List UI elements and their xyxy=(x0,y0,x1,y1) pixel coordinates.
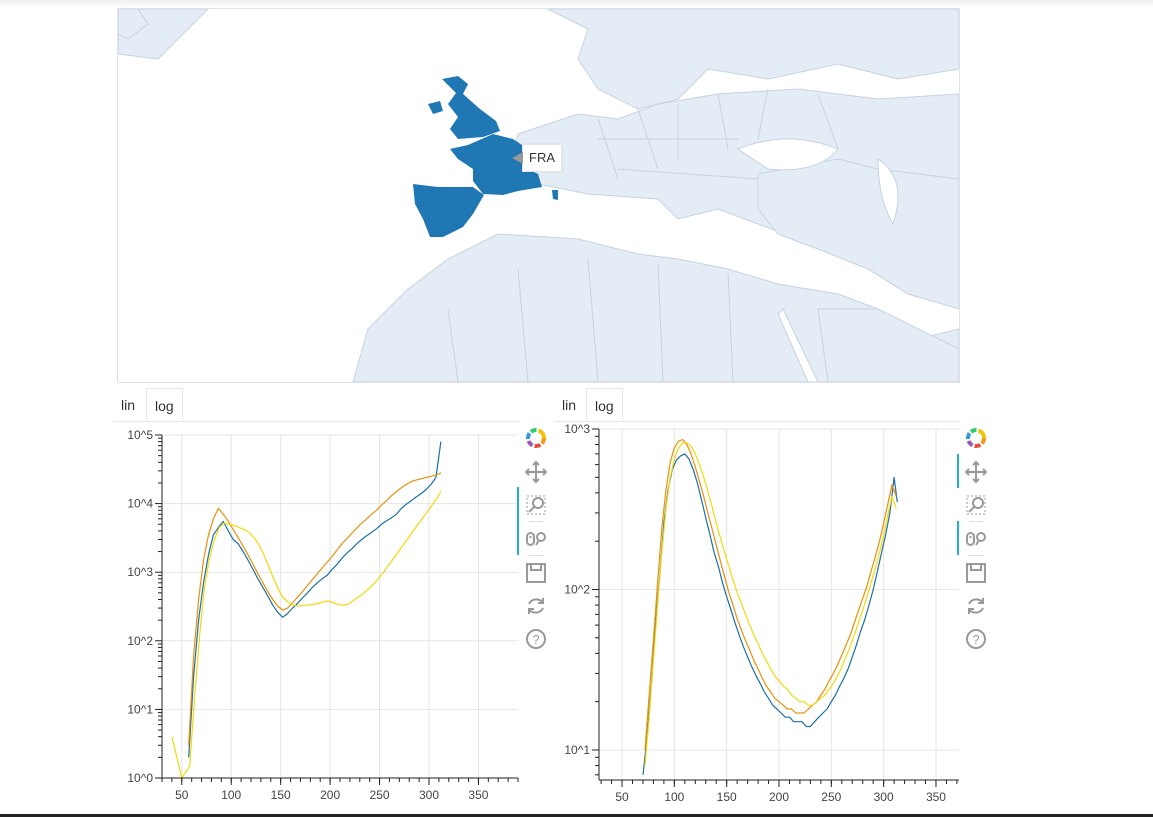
tab-lin-left[interactable]: lin xyxy=(121,397,136,413)
x-tick-label: 100 xyxy=(664,790,684,804)
x-tick-label: 250 xyxy=(821,790,841,804)
x-tick-label: 50 xyxy=(615,790,629,804)
help-icon[interactable]: ? xyxy=(961,624,991,654)
reset-icon[interactable] xyxy=(521,591,551,621)
reset-icon[interactable] xyxy=(961,591,991,621)
x-tick-label: 300 xyxy=(874,790,894,804)
y-tick-label: 10^2 xyxy=(127,634,153,648)
series-line-1 xyxy=(644,438,897,751)
browser-top-shade xyxy=(0,0,1153,8)
x-tick-label: 250 xyxy=(370,788,390,802)
map-hover-tooltip: FRA xyxy=(512,144,562,172)
tab-log-right[interactable]: log xyxy=(586,388,623,420)
save-icon[interactable] xyxy=(961,558,991,588)
bokeh-logo-icon[interactable] xyxy=(961,423,991,453)
help-icon[interactable]: ? xyxy=(521,624,551,654)
map-uk xyxy=(442,76,500,139)
x-tick-label: 200 xyxy=(769,790,789,804)
y-tick-label: 10^5 xyxy=(127,428,153,442)
svg-text:?: ? xyxy=(532,632,539,647)
box-zoom-icon[interactable] xyxy=(517,487,551,521)
wheel-zoom-icon[interactable] xyxy=(957,521,991,555)
europe-map[interactable] xyxy=(117,8,960,383)
pan-icon[interactable] xyxy=(521,457,551,487)
x-tick-label: 150 xyxy=(271,788,291,802)
page-bottom-border xyxy=(0,814,1153,817)
map-ireland xyxy=(428,101,443,114)
box-zoom-icon[interactable] xyxy=(961,490,991,520)
toolbar-separator xyxy=(969,555,983,556)
y-tick-label: 10^4 xyxy=(127,497,153,511)
x-tick-label: 300 xyxy=(419,788,439,802)
y-tick-label: 10^0 xyxy=(127,771,153,785)
tab-log-left[interactable]: log xyxy=(146,388,183,420)
right-tabs: lin log xyxy=(554,388,960,422)
series-line-0 xyxy=(642,453,898,775)
y-tick-label: 10^2 xyxy=(564,582,590,596)
y-tick-label: 10^3 xyxy=(564,422,590,436)
tab-lin-right[interactable]: lin xyxy=(562,397,577,413)
toolbar-separator xyxy=(529,521,543,522)
x-tick-label: 200 xyxy=(320,788,340,802)
series-line-2 xyxy=(171,491,442,778)
y-tick-label: 10^3 xyxy=(127,565,153,579)
pan-icon[interactable] xyxy=(957,454,991,488)
map-france xyxy=(450,134,542,195)
left-line-chart[interactable]: 50 100 150 200 250 300 350 10^0 10^1 10^2 10^3 10^4… xyxy=(113,422,523,814)
x-tick-label: 100 xyxy=(221,788,241,802)
svg-text:?: ? xyxy=(972,632,979,647)
x-tick-label: 350 xyxy=(468,788,488,802)
save-icon[interactable] xyxy=(521,558,551,588)
series-line-0 xyxy=(188,441,442,758)
bokeh-logo-icon[interactable] xyxy=(521,423,551,453)
series-line-1 xyxy=(188,472,442,746)
x-tick-label: 150 xyxy=(717,790,737,804)
series-line-2 xyxy=(644,442,897,766)
left-tabs: lin log xyxy=(113,388,520,422)
toolbar-separator xyxy=(969,521,983,522)
x-tick-label: 50 xyxy=(175,788,189,802)
map-svg xyxy=(118,9,959,382)
map-corsica xyxy=(552,190,558,200)
right-line-chart[interactable]: 50 100 150 200 250 300 350 10^1 10^2 10^3 xyxy=(554,422,964,814)
wheel-zoom-icon[interactable] xyxy=(517,521,551,555)
y-tick-label: 10^1 xyxy=(127,702,153,716)
map-spain xyxy=(413,184,484,237)
x-tick-label: 350 xyxy=(926,790,946,804)
toolbar-separator xyxy=(529,555,543,556)
y-tick-label: 10^1 xyxy=(564,743,590,757)
